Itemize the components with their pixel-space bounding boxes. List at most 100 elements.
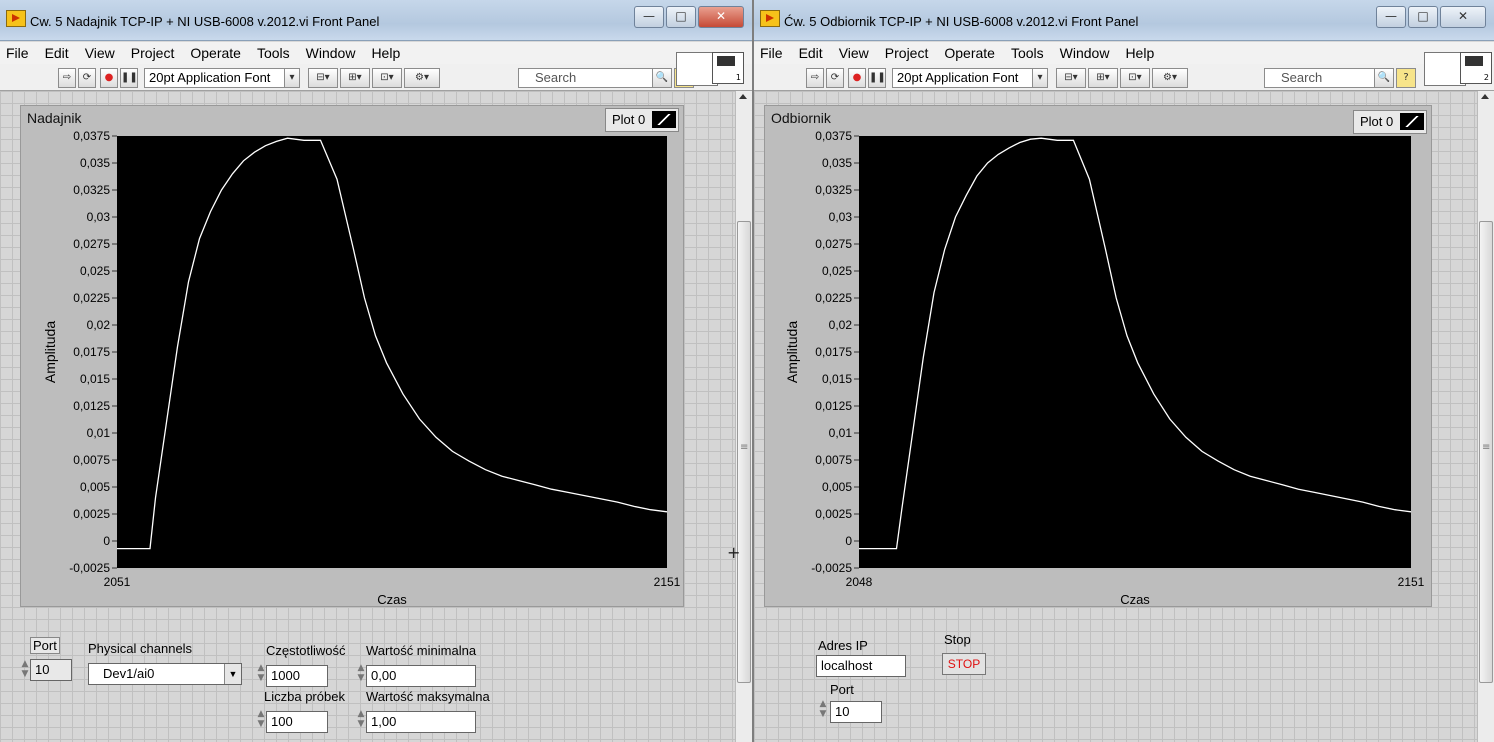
vi-icon: 1 <box>712 52 744 84</box>
run-continuously-icon[interactable]: ⟳ <box>826 68 844 88</box>
physical-channels-select[interactable]: Dev1/ai0 ▼ <box>88 663 242 685</box>
scroll-thumb[interactable] <box>737 221 751 683</box>
pause-icon[interactable]: ❚❚ <box>868 68 886 88</box>
run-arrow-icon[interactable]: ⇨ <box>806 68 824 88</box>
menu-edit[interactable]: Edit <box>798 45 823 61</box>
y-tick-label: 0,0375 <box>815 129 852 143</box>
run-arrow-icon[interactable]: ⇨ <box>58 68 76 88</box>
liczba-probek-input[interactable]: 100 <box>266 711 328 733</box>
y-tick-label: 0,0075 <box>73 453 110 467</box>
close-button[interactable]: ✕ <box>1440 6 1486 28</box>
title-bar[interactable]: Cw. 5 Nadajnik TCP-IP + NI USB-6008 v.20… <box>0 0 752 41</box>
receiver-front-panel-window: Ćw. 5 Odbiornik TCP-IP + NI USB-6008 v.2… <box>754 0 1494 742</box>
connector-pane <box>1424 52 1466 86</box>
menu-operate[interactable]: Operate <box>190 45 241 61</box>
menu-operate[interactable]: Operate <box>944 45 995 61</box>
scroll-thumb[interactable] <box>1479 221 1493 683</box>
y-tick-label: 0,0275 <box>73 237 110 251</box>
y-axis-label: Amplituda <box>42 321 58 383</box>
y-tick-label: 0,01 <box>829 426 853 440</box>
vertical-scrollbar[interactable] <box>1477 91 1494 742</box>
max-value-increment-icon[interactable]: ▲ ▼ <box>357 709 365 729</box>
chevron-down-icon[interactable]: ▾ <box>1032 68 1048 88</box>
search-input[interactable]: Search <box>1264 68 1386 88</box>
y-tick-label: 0,0025 <box>815 507 852 521</box>
vertical-scrollbar[interactable] <box>735 91 752 742</box>
max-value-input[interactable]: 1,00 <box>366 711 476 733</box>
menu-help[interactable]: Help <box>371 45 401 61</box>
min-value-input[interactable]: 0,00 <box>366 665 476 687</box>
chevron-down-icon[interactable]: ▼ <box>224 664 241 684</box>
czestotliwosc-label: Częstotliwość <box>266 643 346 658</box>
distribute-objects-icon[interactable]: ⊞▾ <box>1088 68 1118 88</box>
maximize-button[interactable]: □ <box>1408 6 1438 28</box>
y-axis-label: Amplituda <box>784 321 800 383</box>
reorder-icon[interactable]: ⚙▾ <box>404 68 440 88</box>
menu-project[interactable]: Project <box>884 45 929 61</box>
menu-bar: File Edit View Project Operate Tools Win… <box>754 42 1494 64</box>
menu-edit[interactable]: Edit <box>44 45 69 61</box>
window-title: Cw. 5 Nadajnik TCP-IP + NI USB-6008 v.20… <box>30 14 380 29</box>
abort-icon[interactable]: ● <box>848 68 866 88</box>
czestotliwosc-input[interactable]: 1000 <box>266 665 328 687</box>
menu-tools[interactable]: Tools <box>1010 45 1044 61</box>
menu-view[interactable]: View <box>84 45 115 61</box>
min-value-increment-icon[interactable]: ▲ ▼ <box>357 663 365 683</box>
abort-icon[interactable]: ● <box>100 68 118 88</box>
port-input[interactable]: 10 <box>30 659 72 681</box>
menu-file[interactable]: File <box>760 45 783 61</box>
scroll-up-icon[interactable] <box>739 94 747 99</box>
y-tick-label: 0,0225 <box>815 291 852 305</box>
graph-label: Nadajnik <box>27 110 82 126</box>
adres-ip-input[interactable]: localhost <box>816 655 906 677</box>
menu-file[interactable]: File <box>6 45 29 61</box>
menu-window[interactable]: Window <box>1059 45 1110 61</box>
distribute-objects-icon[interactable]: ⊞▾ <box>340 68 370 88</box>
pause-icon[interactable]: ❚❚ <box>120 68 138 88</box>
maximize-button[interactable]: □ <box>666 6 696 28</box>
align-objects-icon[interactable]: ⊟▾ <box>308 68 338 88</box>
series-line-plot-0 <box>859 137 1412 550</box>
font-selector[interactable]: 20pt Application Font <box>144 68 286 88</box>
align-objects-icon[interactable]: ⊟▾ <box>1056 68 1086 88</box>
y-tick-label: 0 <box>845 534 852 548</box>
font-selector[interactable]: 20pt Application Font <box>892 68 1034 88</box>
menu-view[interactable]: View <box>838 45 869 61</box>
liczba-probek-increment-icon[interactable]: ▲ ▼ <box>257 709 265 729</box>
x-axis-label: Czas <box>1120 592 1150 606</box>
y-tick-label: -0,0025 <box>811 561 852 575</box>
menu-tools[interactable]: Tools <box>256 45 290 61</box>
reorder-icon[interactable]: ⚙▾ <box>1152 68 1188 88</box>
y-tick-label: 0,025 <box>80 264 110 278</box>
search-icon[interactable]: 🔍 <box>652 68 672 88</box>
menu-project[interactable]: Project <box>130 45 175 61</box>
minimize-button[interactable]: — <box>1376 6 1406 28</box>
help-icon[interactable]: ? <box>1396 68 1416 88</box>
resize-objects-icon[interactable]: ⊡▾ <box>1120 68 1150 88</box>
stop-button[interactable]: STOP <box>942 653 986 675</box>
minimize-button[interactable]: — <box>634 6 664 28</box>
y-tick-label: 0,015 <box>80 372 110 386</box>
menu-help[interactable]: Help <box>1125 45 1155 61</box>
plot-legend[interactable]: Plot 0 <box>1353 110 1427 134</box>
search-input[interactable]: Search <box>518 68 664 88</box>
front-panel-grid: Nadajnik Plot 0 0,0375 0,035 0,0325 0,03 0,0… <box>0 91 736 742</box>
chevron-down-icon[interactable]: ▾ <box>284 68 300 88</box>
scroll-up-icon[interactable] <box>1481 94 1489 99</box>
y-tick-label: 0,0375 <box>73 129 110 143</box>
window-divider <box>752 0 754 742</box>
resize-objects-icon[interactable]: ⊡▾ <box>372 68 402 88</box>
plot-area <box>859 136 1411 568</box>
title-bar[interactable]: Ćw. 5 Odbiornik TCP-IP + NI USB-6008 v.2… <box>754 0 1494 41</box>
port-increment-icon[interactable]: ▲ ▼ <box>819 699 827 719</box>
run-continuously-icon[interactable]: ⟳ <box>78 68 96 88</box>
close-button[interactable]: ✕ <box>698 6 744 28</box>
port-input[interactable]: 10 <box>830 701 882 723</box>
menu-window[interactable]: Window <box>305 45 356 61</box>
adres-ip-label: Adres IP <box>818 638 868 653</box>
port-increment-icon[interactable]: ▲ ▼ <box>21 659 29 679</box>
y-tick-label: 0,0025 <box>73 507 110 521</box>
czestotliwosc-increment-icon[interactable]: ▲ ▼ <box>257 663 265 683</box>
plot-legend[interactable]: Plot 0 <box>605 108 679 132</box>
search-icon[interactable]: 🔍 <box>1374 68 1394 88</box>
